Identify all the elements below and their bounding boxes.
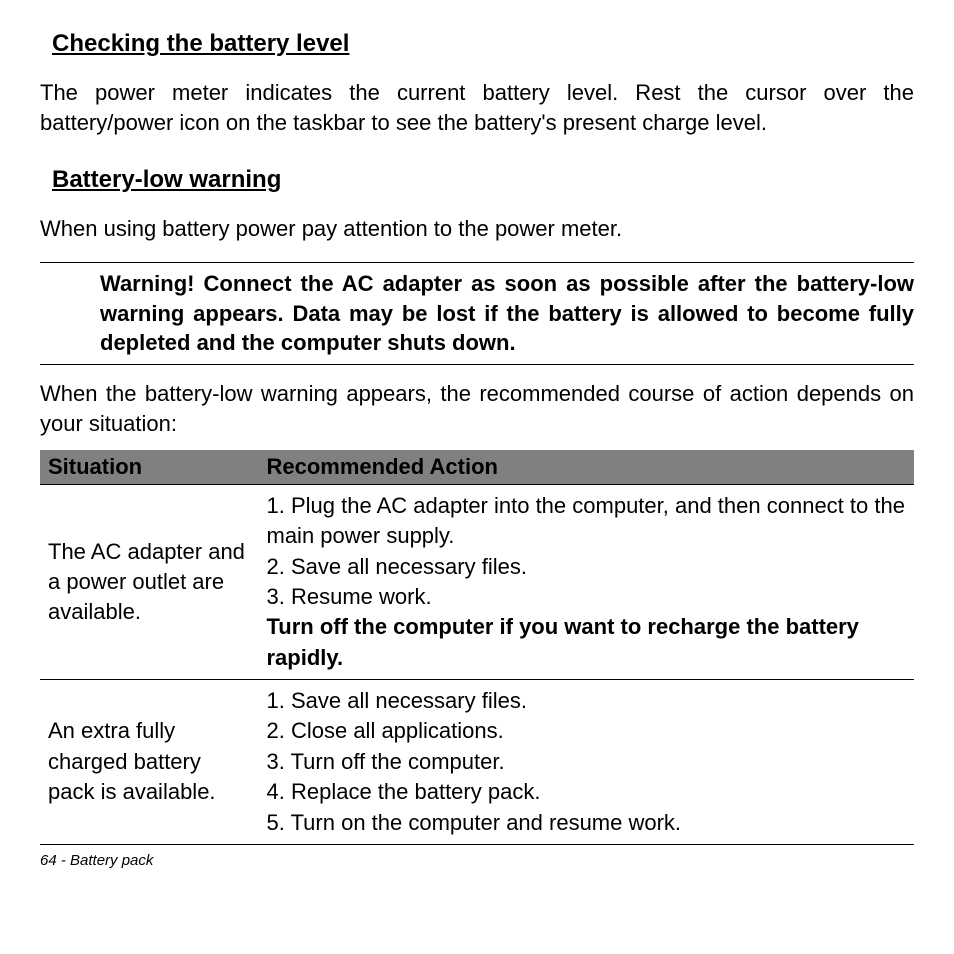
page-footer: 64 - Battery pack xyxy=(40,851,914,871)
section-heading-2: Battery-low warning xyxy=(52,164,914,196)
action-line: 3. Turn off the computer. xyxy=(267,747,907,777)
cell-situation: The AC adapter and a power outlet are av… xyxy=(40,484,259,679)
action-line: 2. Close all applications. xyxy=(267,716,907,746)
action-line: 5. Turn on the computer and resume work. xyxy=(267,808,907,838)
section-body-2: When using battery power pay attention t… xyxy=(40,214,914,244)
situation-text: An extra fully charged battery pack is a… xyxy=(48,716,251,807)
table-row: The AC adapter and a power outlet are av… xyxy=(40,484,914,679)
cell-action: 1. Save all necessary files. 2. Close al… xyxy=(259,680,915,845)
action-line: 2. Save all necessary files. xyxy=(267,552,907,582)
action-line: 3. Resume work. xyxy=(267,582,907,612)
situation-text: The AC adapter and a power outlet are av… xyxy=(48,537,251,628)
header-action: Recommended Action xyxy=(259,450,915,484)
warning-block: Warning! Connect the AC adapter as soon … xyxy=(40,262,914,365)
action-line: 4. Replace the battery pack. xyxy=(267,777,907,807)
intro-text: When the battery-low warning appears, th… xyxy=(40,379,914,438)
section-body-1: The power meter indicates the current ba… xyxy=(40,78,914,137)
header-situation: Situation xyxy=(40,450,259,484)
cell-action: 1. Plug the AC adapter into the computer… xyxy=(259,484,915,679)
action-line: 1. Plug the AC adapter into the computer… xyxy=(267,491,907,552)
action-line: 1. Save all necessary files. xyxy=(267,686,907,716)
table-header-row: Situation Recommended Action xyxy=(40,450,914,484)
action-line-bold: Turn off the computer if you want to rec… xyxy=(267,612,907,673)
action-table: Situation Recommended Action The AC adap… xyxy=(40,450,914,845)
section-heading-1: Checking the battery level xyxy=(52,28,914,60)
table-row: An extra fully charged battery pack is a… xyxy=(40,680,914,845)
cell-situation: An extra fully charged battery pack is a… xyxy=(40,680,259,845)
